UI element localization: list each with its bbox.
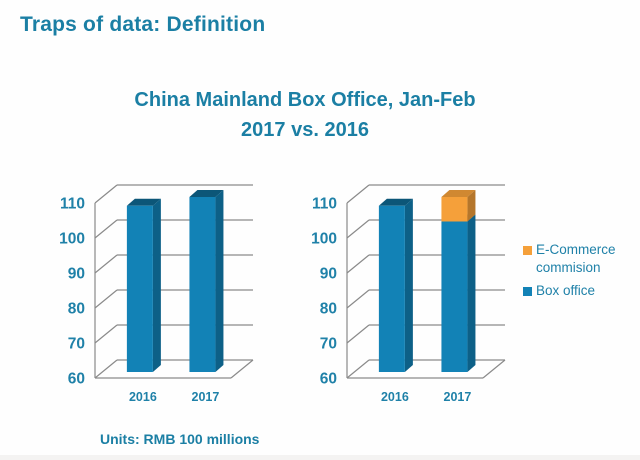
y-tick-label: 100 xyxy=(59,231,85,248)
y-tick-label: 90 xyxy=(68,266,85,283)
y-tick-label: 110 xyxy=(60,196,85,213)
chart-title-line2: 2017 vs. 2016 xyxy=(241,119,369,141)
y-tick-label: 70 xyxy=(320,336,337,353)
chart-title: China Mainland Box Office, Jan-Feb 2017 … xyxy=(70,85,540,145)
bar-2017-box-office-top xyxy=(189,190,224,197)
gridline-depth xyxy=(346,254,370,274)
y-tick-label: 110 xyxy=(312,196,337,213)
gridline-depth xyxy=(346,184,370,204)
y-tick-label: 90 xyxy=(320,266,337,283)
bar-2016-box-office xyxy=(126,205,153,372)
gridline-depth xyxy=(346,324,370,344)
chart-title-line1: China Mainland Box Office, Jan-Feb xyxy=(134,89,476,111)
x-category-label: 2017 xyxy=(444,390,472,404)
legend-label: E-Commerce commision xyxy=(536,242,616,275)
bar-2016-box-office-top xyxy=(378,198,413,206)
legend-label: Box office xyxy=(536,283,596,298)
gridline-depth xyxy=(94,219,118,239)
bar-2016-box-office-side xyxy=(152,198,161,372)
gridline-depth xyxy=(94,254,118,274)
page-title: Traps of data: Definition xyxy=(20,13,266,36)
ecommerce-swatch-icon xyxy=(523,246,532,255)
gridline-depth xyxy=(94,184,118,204)
y-tick-label: 70 xyxy=(68,336,85,353)
legend-entry-box-office: Box office xyxy=(523,282,627,300)
bar-2017-e-commerce-commision-top xyxy=(441,190,476,197)
y-tick-label: 60 xyxy=(68,371,85,388)
gridline-depth xyxy=(94,289,118,309)
y-tick-label: 80 xyxy=(68,301,85,318)
gridline-depth xyxy=(346,359,370,379)
bar-2017-e-commerce-commision xyxy=(441,197,468,222)
bottom-edge-strip xyxy=(0,455,640,460)
x-category-label: 2016 xyxy=(381,390,409,404)
bar-2017-box-office-side xyxy=(467,214,476,372)
chart-legend: E-Commerce commision Box office xyxy=(523,241,627,305)
gridline-depth xyxy=(94,359,118,379)
legend-entry-ecommerce: E-Commerce commision xyxy=(523,241,627,277)
bar-2017-e-commerce-commision-side xyxy=(467,190,476,222)
x-category-label: 2017 xyxy=(192,390,220,404)
y-tick-label: 100 xyxy=(311,231,337,248)
bar-2017-box-office-side xyxy=(215,190,224,372)
bar-2016-box-office-side xyxy=(404,198,413,372)
gridline-depth xyxy=(346,289,370,309)
bar-2016-box-office-top xyxy=(126,198,161,206)
floor-right-edge xyxy=(482,359,506,379)
y-tick-label: 60 xyxy=(320,371,337,388)
floor-right-edge xyxy=(230,359,254,379)
gridline-depth xyxy=(94,324,118,344)
x-category-label: 2016 xyxy=(129,390,157,404)
units-note: Units: RMB 100 millions xyxy=(100,431,260,447)
bar-2017-box-office xyxy=(441,221,468,372)
bar-2017-box-office xyxy=(189,197,216,372)
box-office-swatch-icon xyxy=(523,287,532,296)
gridline-depth xyxy=(346,219,370,239)
bar-2016-box-office xyxy=(378,205,405,372)
y-tick-label: 80 xyxy=(320,301,337,318)
